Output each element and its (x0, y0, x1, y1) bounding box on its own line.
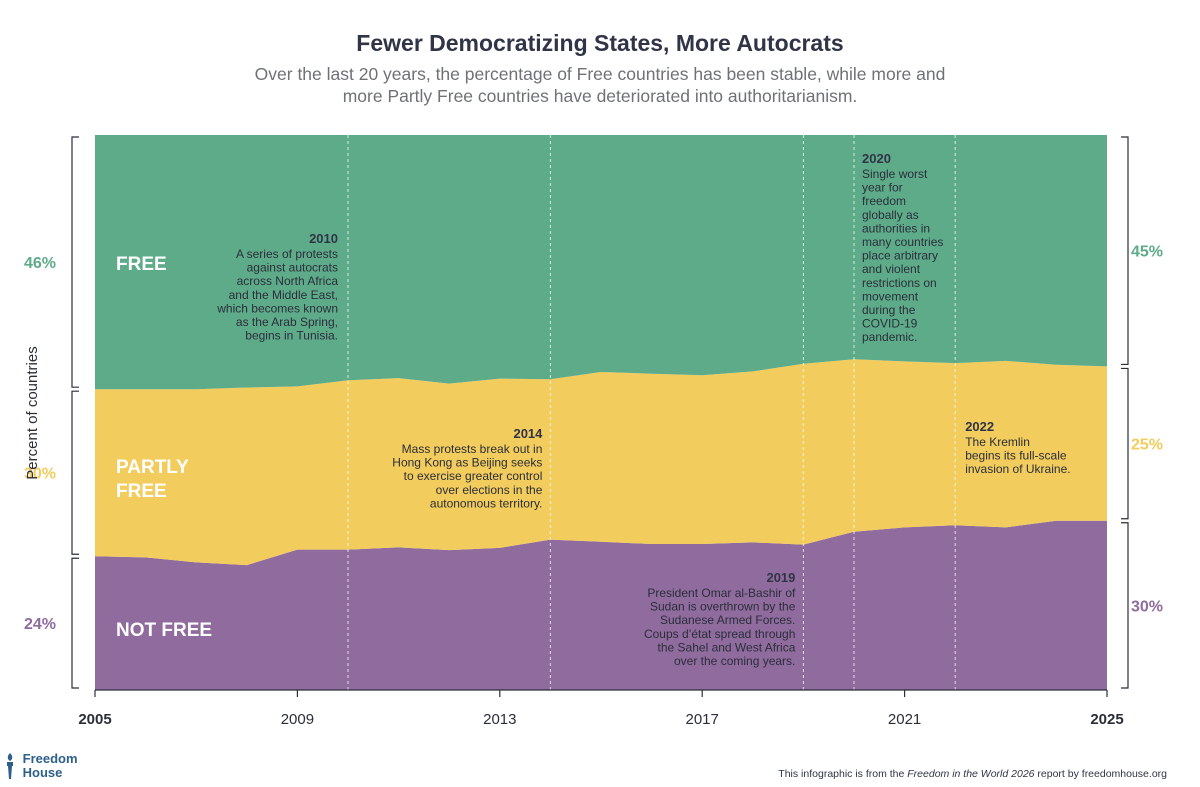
bracket-right-free (1121, 136, 1129, 366)
annotation-line: Single worst (862, 167, 928, 181)
percent-brackets: 24% 30% 46% 30% 25% 45% (24, 136, 1163, 689)
annotation-line: over the coming years. (674, 654, 795, 668)
annotation-line: Sudanese Armed Forces. (660, 613, 795, 627)
annotation-line: begins in Tunisia. (245, 329, 338, 343)
annotation-line: freedom (862, 194, 906, 208)
annotation-line: pandemic. (862, 330, 917, 344)
bracket-right-not-free (1121, 522, 1129, 689)
annotation-line: which becomes known (216, 301, 338, 315)
area-label-partly-free: FREE (116, 481, 167, 502)
chart-labels: Percent of countries FREE PARTLY FREE NOT FR… (24, 151, 1071, 668)
footer-suffix: report by freedomhouse.org (1034, 768, 1167, 780)
annotation-line: COVID-19 (862, 317, 918, 331)
torch-icon (4, 752, 16, 783)
annotation-line: Hong Kong as Beijing seeks (392, 456, 542, 470)
annotation-line: globally as (862, 208, 919, 222)
annotation-heading: 2014 (513, 426, 543, 441)
annotation-line: year for (862, 181, 903, 195)
annotation-line: begins its full-scale (965, 449, 1067, 463)
annotation-line: Mass protests break out in (402, 442, 543, 456)
annotation-line: autonomous territory. (430, 496, 543, 510)
logo-line-1: Freedom (22, 751, 78, 766)
annotation-heading: 2022 (965, 419, 994, 434)
annotation-guides (347, 135, 956, 690)
x-tick-label: 2013 (483, 711, 516, 728)
freedom-house-logo[interactable]: Freedom House (4, 752, 78, 783)
area-free (95, 135, 1107, 390)
logo-line-2: House (22, 765, 63, 780)
x-tick-label: 2021 (888, 711, 921, 728)
x-axis: 2005 2009 2013 2017 2021 2025 (78, 689, 1124, 728)
bracket-left-partly-free (71, 390, 79, 555)
percent-left-partly-free: 30% (24, 466, 56, 483)
area-label-partly: PARTLY (116, 457, 189, 478)
y-axis-label: Percent of countries (24, 346, 41, 479)
annotation-line: invasion of Ukraine. (965, 462, 1070, 476)
percent-right-partly-free: 25% (1131, 437, 1163, 454)
annotation-line: restrictions on (862, 276, 937, 290)
annotation-line: the Sahel and West Africa (658, 640, 796, 654)
percent-left-free: 46% (24, 255, 56, 272)
percent-right-free: 45% (1131, 244, 1163, 261)
annotation-heading: 2020 (862, 151, 891, 166)
annotation-line: many countries (862, 235, 943, 249)
annotation-line: President Omar al-Bashir of (647, 586, 796, 600)
annotation-line: movement (862, 289, 919, 303)
annotation-line: against autocrats (247, 261, 338, 275)
x-tick-label: 2025 (1090, 711, 1123, 728)
chart-title: Fewer Democratizing States, More Autocra… (356, 30, 844, 56)
percent-left-not-free: 24% (24, 616, 56, 633)
area-label-not-free: NOT FREE (116, 620, 212, 641)
percent-right-not-free: 30% (1131, 598, 1163, 615)
annotation-heading: 2010 (309, 231, 338, 246)
area-label-free: FREE (116, 254, 167, 275)
annotation-line: place arbitrary (862, 249, 938, 263)
footer-credit: This infographic is from the Freedom in … (778, 768, 1167, 780)
annotation-line: as the Arab Spring, (236, 315, 338, 329)
x-tick-label: 2017 (686, 711, 719, 728)
x-tick-label: 2005 (78, 711, 111, 728)
annotation-line: and violent (862, 262, 921, 276)
footer-prefix: This infographic is from the (778, 768, 908, 780)
annotation-heading: 2019 (766, 570, 795, 585)
annotation-line: Sudan is overthrown by the (650, 600, 796, 614)
annotation-line: Coups d’état spread through (644, 627, 795, 641)
annotation-line: authorities in (862, 221, 930, 235)
bracket-left-not-free (71, 557, 79, 689)
annotation-line: across North Africa (237, 274, 339, 288)
annotation-line: A series of protests (236, 247, 338, 261)
annotation-line: over elections in the (436, 483, 543, 497)
bracket-right-partly-free (1121, 367, 1129, 520)
annotation-line: The Kremlin (965, 435, 1030, 449)
chart-subtitle: Over the last 20 years, the percentage o… (254, 64, 946, 106)
annotation-line: to exercise greater control (404, 469, 543, 483)
bracket-left-free (71, 136, 79, 388)
x-tick-label: 2009 (281, 711, 314, 728)
annotation-line: and the Middle East, (229, 288, 338, 302)
annotation-line: during the (862, 303, 916, 317)
footer-report-name: Freedom in the World 2026 (907, 768, 1035, 780)
